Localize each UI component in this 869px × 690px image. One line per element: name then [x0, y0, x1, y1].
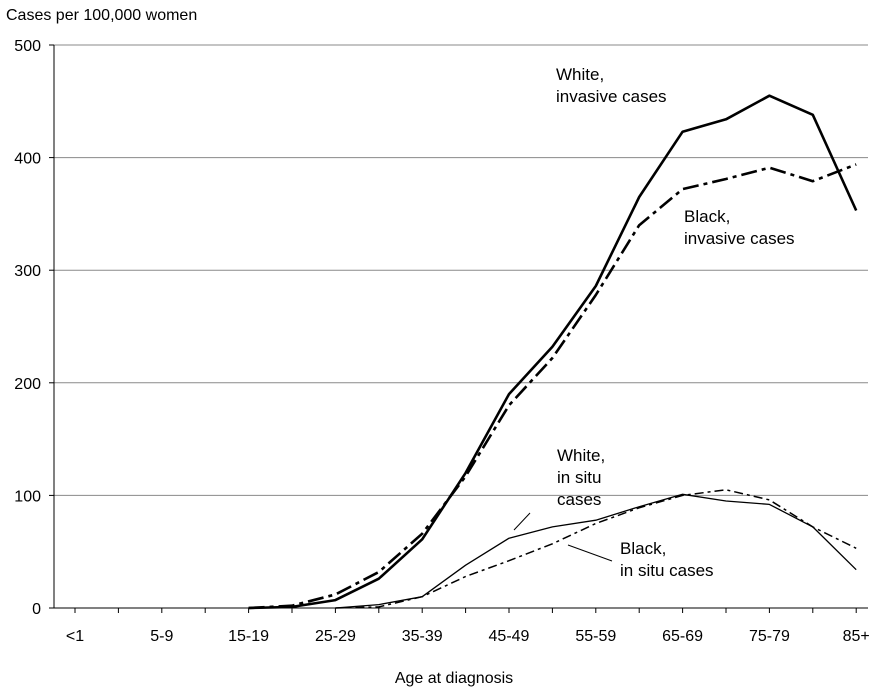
- annotation-black-invasive: Black, invasive cases: [684, 207, 795, 248]
- series-line-black-invasive-cases: [248, 163, 857, 610]
- leader-black-in-situ: [567, 544, 613, 562]
- y-tick-labels: 0 100 200 300 400 500: [14, 38, 41, 618]
- axes: [49, 44, 868, 613]
- x-tick-label-18: 85+: [843, 628, 869, 645]
- y-tick-label-0: 0: [32, 601, 41, 618]
- x-tick-label-16: 75-79: [749, 628, 790, 645]
- x-tick-label-2: 5-9: [150, 628, 173, 645]
- annotation-white-invasive: White, invasive cases: [556, 65, 667, 106]
- x-tick-label-10: 45-49: [489, 628, 530, 645]
- x-tick-label-0: <1: [66, 628, 84, 645]
- x-tick-label-4: 15-19: [228, 628, 269, 645]
- leader-white-in-situ: [513, 512, 531, 531]
- x-tick-labels: <1 5-9 15-19 25-29 35-39 45-49 55-59 65-69 75-79…: [66, 628, 869, 645]
- y-tick-label-200: 200: [14, 376, 41, 393]
- annotations: White, invasive cases Black, invasive ca…: [513, 65, 795, 580]
- series-line-white-in-situ-cases: [335, 493, 857, 609]
- series-line-white-invasive-cases: [248, 94, 858, 610]
- annotation-white-in-situ: White, in situ cases: [557, 446, 610, 509]
- x-tick-label-8: 35-39: [402, 628, 443, 645]
- y-tick-label-400: 400: [14, 151, 41, 168]
- y-axis-title: Cases per 100,000 women: [6, 7, 197, 24]
- x-tick-label-12: 55-59: [575, 628, 616, 645]
- y-tick-label-100: 100: [14, 488, 41, 505]
- x-tick-label-6: 25-29: [315, 628, 356, 645]
- gridlines: [54, 44, 868, 496]
- series-line-black-in-situ-cases: [335, 489, 857, 609]
- annotation-black-in-situ: Black, in situ cases: [620, 539, 714, 580]
- y-tick-label-300: 300: [14, 263, 41, 280]
- y-tick-label-500: 500: [14, 38, 41, 55]
- x-tick-label-14: 65-69: [662, 628, 703, 645]
- x-axis-title: Age at diagnosis: [395, 670, 513, 687]
- series-lines: [248, 94, 858, 610]
